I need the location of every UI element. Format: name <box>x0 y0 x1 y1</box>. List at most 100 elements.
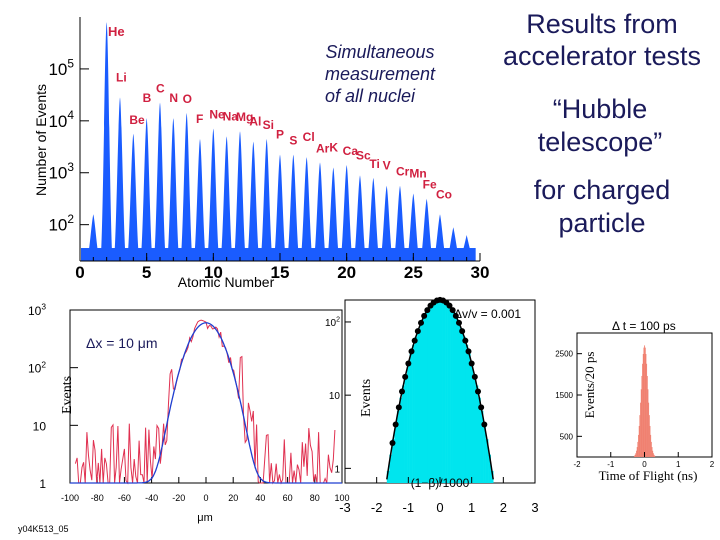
p3-bar <box>483 424 486 483</box>
p3-bar <box>417 329 421 483</box>
p4-annotation: Δ t = 100 ps <box>612 319 676 333</box>
p3-point <box>481 421 488 428</box>
p3-x-label: (1−β)/1000 <box>411 476 470 490</box>
p1-y-label: Number of Events <box>33 84 49 196</box>
p3-bar <box>488 454 491 483</box>
p3-bar <box>389 454 393 483</box>
p3-point <box>456 319 462 326</box>
p4-bar <box>644 345 646 457</box>
p3-point <box>399 388 405 395</box>
p3-point <box>449 307 456 314</box>
p1-peak-17 <box>300 157 313 261</box>
p1-ytick-label: 102 <box>48 212 74 235</box>
p1-peak-4 <box>127 133 140 261</box>
p1-peak-25 <box>407 193 420 261</box>
p3-bar <box>399 397 403 483</box>
p1-peak-5 <box>140 118 153 261</box>
p4-bar <box>634 455 635 457</box>
p1-peak-2 <box>100 22 113 261</box>
p1-xtick-label-30: 30 <box>471 263 490 282</box>
p4-ytick-label-500: 500 <box>560 432 574 441</box>
p4-bar <box>637 441 639 457</box>
p4-bar <box>648 402 650 457</box>
p2-x-label: μm <box>197 512 213 524</box>
sim-line-3: of all nuclei <box>325 86 416 106</box>
p1-label-C: C <box>156 82 165 96</box>
p2-ytick-label: 102 <box>28 359 46 375</box>
p3-bar <box>470 363 474 483</box>
p1-peak-9 <box>193 139 207 261</box>
p4-bar <box>641 375 643 457</box>
p3-point <box>405 360 412 367</box>
p3-bar <box>465 344 469 483</box>
p4-bar <box>653 454 655 457</box>
p1-x-label: Atomic Number <box>178 274 275 290</box>
p3-bar <box>414 336 418 483</box>
p1-peak-1 <box>87 214 100 261</box>
p4-bar <box>646 363 648 457</box>
p3-bar <box>391 439 395 483</box>
p4-bar <box>648 415 650 457</box>
p3-point <box>408 348 415 355</box>
p1-label-V: V <box>383 159 391 173</box>
p3-bar <box>472 374 476 483</box>
p1-label-Fe: Fe <box>423 178 437 192</box>
p4-bar <box>639 415 641 457</box>
p3-point <box>471 373 478 380</box>
p3-bar <box>394 424 398 483</box>
hubble-line-2: telescope” <box>538 127 663 157</box>
p3-point <box>452 312 459 319</box>
p3-bar <box>412 344 415 483</box>
p1-ytick-label: 104 <box>48 108 74 131</box>
p1-peak-16 <box>287 154 300 261</box>
sim-line-2: measurement <box>325 64 436 84</box>
p2-ytick-label: 10 <box>33 419 47 433</box>
p3-point <box>389 439 396 446</box>
p4-xtick-label--1: -1 <box>607 460 615 469</box>
p1-he-label: He <box>108 24 125 39</box>
p3-point <box>475 388 481 395</box>
p3-bar <box>460 329 464 483</box>
p3-point <box>421 312 428 319</box>
p3-point <box>468 360 475 367</box>
title-line-1: Results from <box>526 9 678 39</box>
p1-label-F: F <box>196 112 203 126</box>
p3-xtick-label-1: 1 <box>468 500 475 515</box>
p4-bar <box>642 363 644 457</box>
p2-xtick-label-0: 0 <box>203 493 208 503</box>
p1-peak-22 <box>367 177 380 261</box>
p4-bar <box>652 453 654 457</box>
p2-xtick-label--20: -20 <box>172 493 185 503</box>
p3-bar <box>455 317 459 483</box>
p3-bar <box>447 304 451 483</box>
p1-label-Cr: Cr <box>396 165 410 179</box>
p3-bar <box>427 308 431 483</box>
p1-label-Mn: Mn <box>409 167 426 181</box>
p3-point <box>478 404 485 411</box>
p1-peak-18 <box>313 162 327 261</box>
p2-xtick-label--80: -80 <box>91 493 104 503</box>
p1-label-Co: Co <box>436 187 452 201</box>
p1-label-O: O <box>183 92 192 106</box>
p4-bar <box>635 453 637 457</box>
p1-peak-7 <box>167 118 180 261</box>
p4-bar <box>636 447 638 457</box>
p2-xtick-label-40: 40 <box>255 493 265 503</box>
p3-ytick-label: 10 <box>329 391 341 402</box>
p3-point <box>392 421 399 428</box>
p2-xtick-label--100: -100 <box>61 493 79 503</box>
charged-line-2: particle <box>558 208 645 238</box>
p2-ytick-label: 103 <box>28 302 46 318</box>
p3-ytick-label: 102 <box>325 316 340 329</box>
p4-x-label: Time of Flight (ns) <box>599 468 698 483</box>
p1-label-Ti: Ti <box>369 157 379 171</box>
p4-bar <box>645 353 647 457</box>
p3-point <box>395 404 402 411</box>
title-line-2: accelerator tests <box>503 41 701 71</box>
p3-bar <box>432 302 436 483</box>
p3-point <box>411 337 418 344</box>
p4-bar <box>643 347 645 457</box>
p3-bar <box>467 353 471 483</box>
p4-bar <box>650 441 652 457</box>
p4-bar <box>640 402 641 457</box>
